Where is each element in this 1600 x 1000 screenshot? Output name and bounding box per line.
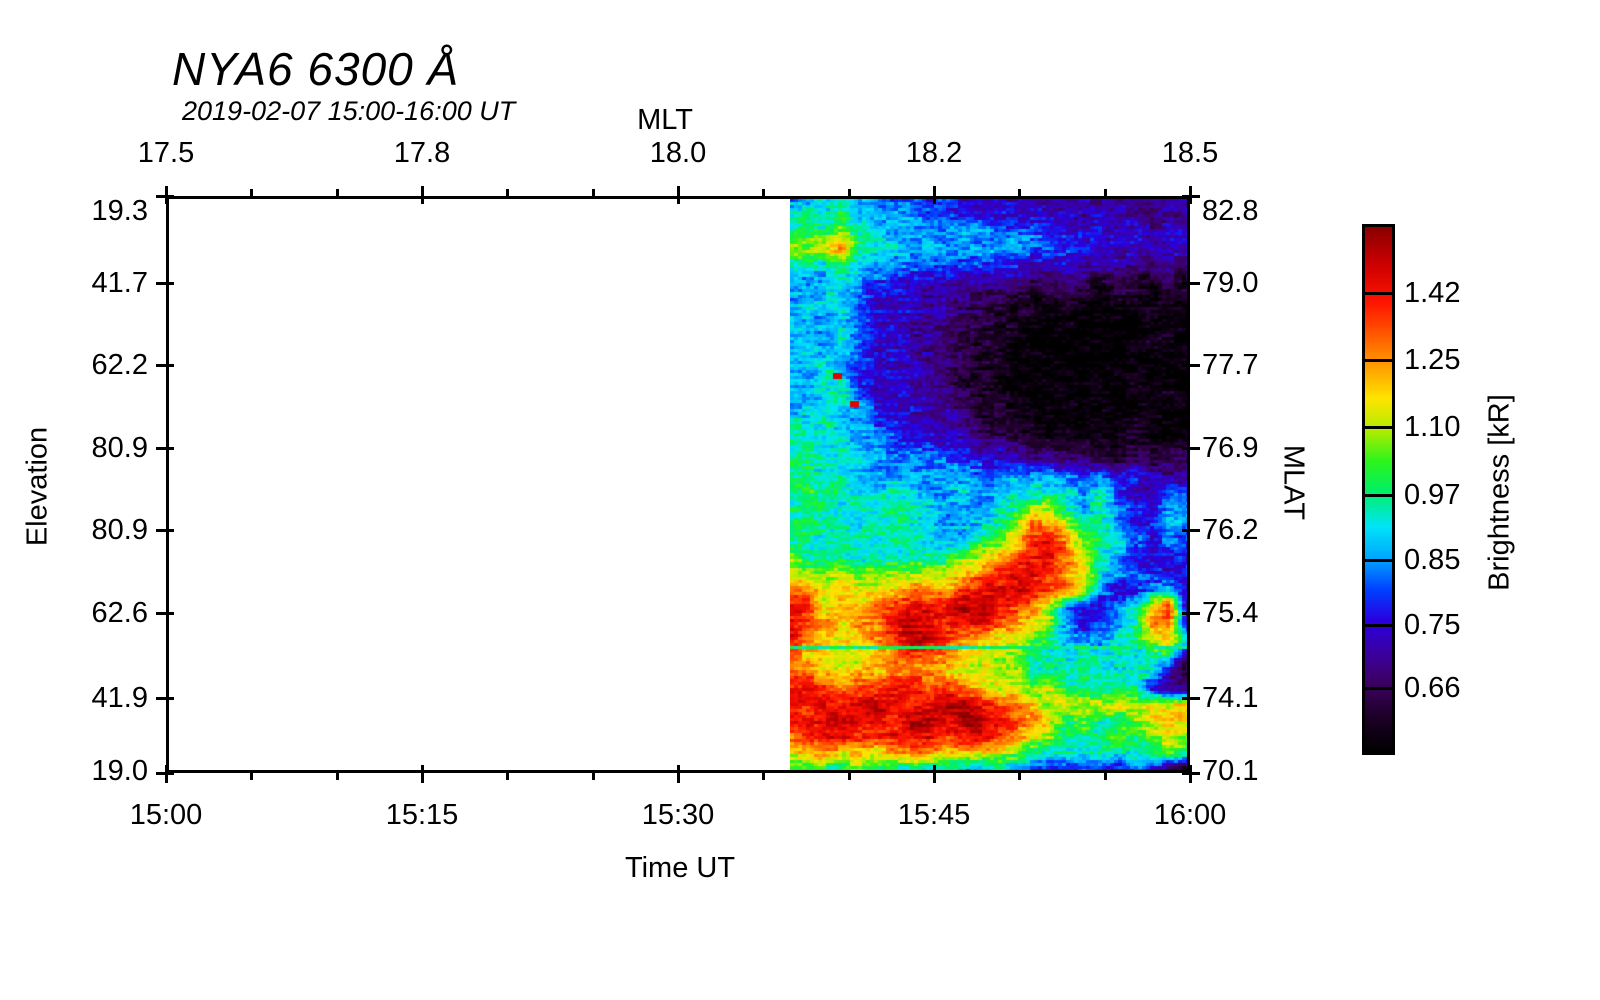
left-axis-tick xyxy=(156,195,174,198)
colorbar xyxy=(1362,224,1395,755)
bottom-axis-tick-label: 15:45 xyxy=(897,799,971,831)
left-axis-tick-label: 19.0 xyxy=(91,755,148,787)
top-axis-major-tick xyxy=(421,186,424,204)
top-axis-tick-label: 18.2 xyxy=(905,137,963,169)
colorbar-tick xyxy=(1365,426,1392,429)
left-axis-tick xyxy=(156,364,174,367)
right-axis-tick xyxy=(1182,697,1200,700)
bottom-axis-tick-label: 16:00 xyxy=(1153,799,1227,831)
bottom-axis-major-tick xyxy=(933,765,936,783)
bottom-axis-minor-tick xyxy=(1104,770,1107,780)
top-axis-major-tick xyxy=(933,186,936,204)
top-axis-minor-tick xyxy=(592,189,595,199)
left-axis-tick-label: 19.3 xyxy=(91,195,148,227)
right-axis-tick-label: 76.2 xyxy=(1202,514,1259,546)
right-axis-tick xyxy=(1182,529,1200,532)
colorbar-tick-label: 1.10 xyxy=(1404,411,1461,443)
left-axis-tick xyxy=(156,697,174,700)
bottom-axis-minor-tick xyxy=(848,770,851,780)
bottom-axis-major-tick xyxy=(421,765,424,783)
top-axis-minor-tick xyxy=(1018,189,1021,199)
left-axis-tick xyxy=(156,447,174,450)
top-axis-minor-tick xyxy=(336,189,339,199)
right-axis-tick-label: 82.8 xyxy=(1202,195,1259,227)
left-axis-tick-label: 80.9 xyxy=(91,432,148,464)
colorbar-tick xyxy=(1365,687,1392,690)
left-axis-tick xyxy=(156,772,174,775)
right-axis-tick-label: 79.0 xyxy=(1202,267,1259,299)
top-axis-minor-tick xyxy=(762,189,765,199)
left-axis-tick-label: 41.9 xyxy=(91,682,148,714)
right-axis-tick xyxy=(1182,612,1200,615)
plot-title: NYA6 6300 Å xyxy=(172,43,460,95)
bottom-axis-minor-tick xyxy=(506,770,509,780)
right-axis-tick xyxy=(1182,282,1200,285)
bottom-axis-tick-label: 15:00 xyxy=(129,799,203,831)
top-axis-title: MLT xyxy=(637,104,693,136)
bottom-axis-minor-tick xyxy=(250,770,253,780)
top-axis-minor-tick xyxy=(506,189,509,199)
colorbar-tick-label: 1.25 xyxy=(1404,344,1461,376)
right-axis-tick xyxy=(1182,364,1200,367)
colorbar-tick xyxy=(1365,292,1392,295)
right-axis-tick-label: 75.4 xyxy=(1202,597,1259,629)
left-axis-tick xyxy=(156,612,174,615)
colorbar-tick-label: 0.97 xyxy=(1404,479,1461,511)
right-axis-title: MLAT xyxy=(1277,444,1310,521)
left-axis-title: Elevation xyxy=(21,426,54,547)
top-axis-tick-label: 18.0 xyxy=(649,137,707,169)
top-axis-minor-tick xyxy=(1104,189,1107,199)
bottom-axis-minor-tick xyxy=(336,770,339,780)
right-axis-tick-label: 74.1 xyxy=(1202,682,1259,714)
right-axis-tick xyxy=(1182,447,1200,450)
bottom-axis-tick-label: 15:30 xyxy=(641,799,715,831)
colorbar-tick-label: 0.75 xyxy=(1404,609,1461,641)
top-axis-tick-label: 17.8 xyxy=(393,137,451,169)
plot-subtitle: 2019-02-07 15:00-16:00 UT xyxy=(182,96,516,126)
colorbar-tick xyxy=(1365,559,1392,562)
bottom-axis-minor-tick xyxy=(1018,770,1021,780)
left-axis-tick-label: 80.9 xyxy=(91,514,148,546)
right-axis-tick xyxy=(1182,195,1200,198)
left-axis-tick-label: 62.6 xyxy=(91,597,148,629)
colorbar-tick xyxy=(1365,624,1392,627)
right-axis-tick-label: 77.7 xyxy=(1202,349,1259,381)
colorbar-canvas xyxy=(1365,227,1392,752)
bottom-axis-tick-label: 15:15 xyxy=(385,799,459,831)
top-axis-minor-tick xyxy=(250,189,253,199)
heatmap-canvas xyxy=(790,199,1187,770)
bottom-axis-minor-tick xyxy=(592,770,595,780)
colorbar-tick xyxy=(1365,359,1392,362)
bottom-axis-major-tick xyxy=(677,765,680,783)
top-axis-tick-label: 18.5 xyxy=(1161,137,1219,169)
left-axis-tick xyxy=(156,529,174,532)
right-axis-tick-label: 76.9 xyxy=(1202,432,1259,464)
colorbar-tick xyxy=(1365,494,1392,497)
bottom-axis-title: Time UT xyxy=(624,852,736,884)
left-axis-tick-label: 62.2 xyxy=(91,349,148,381)
top-axis-major-tick xyxy=(677,186,680,204)
colorbar-tick-label: 0.66 xyxy=(1404,672,1461,704)
top-axis-tick-label: 17.5 xyxy=(137,137,195,169)
right-axis-tick-label: 70.1 xyxy=(1202,755,1259,787)
right-axis-tick xyxy=(1182,772,1200,775)
top-axis-minor-tick xyxy=(848,189,851,199)
colorbar-tick-label: 0.85 xyxy=(1404,544,1461,576)
left-axis-tick xyxy=(156,282,174,285)
colorbar-tick-label: 1.42 xyxy=(1404,277,1461,309)
bottom-axis-minor-tick xyxy=(762,770,765,780)
left-axis-tick-label: 41.7 xyxy=(91,267,148,299)
